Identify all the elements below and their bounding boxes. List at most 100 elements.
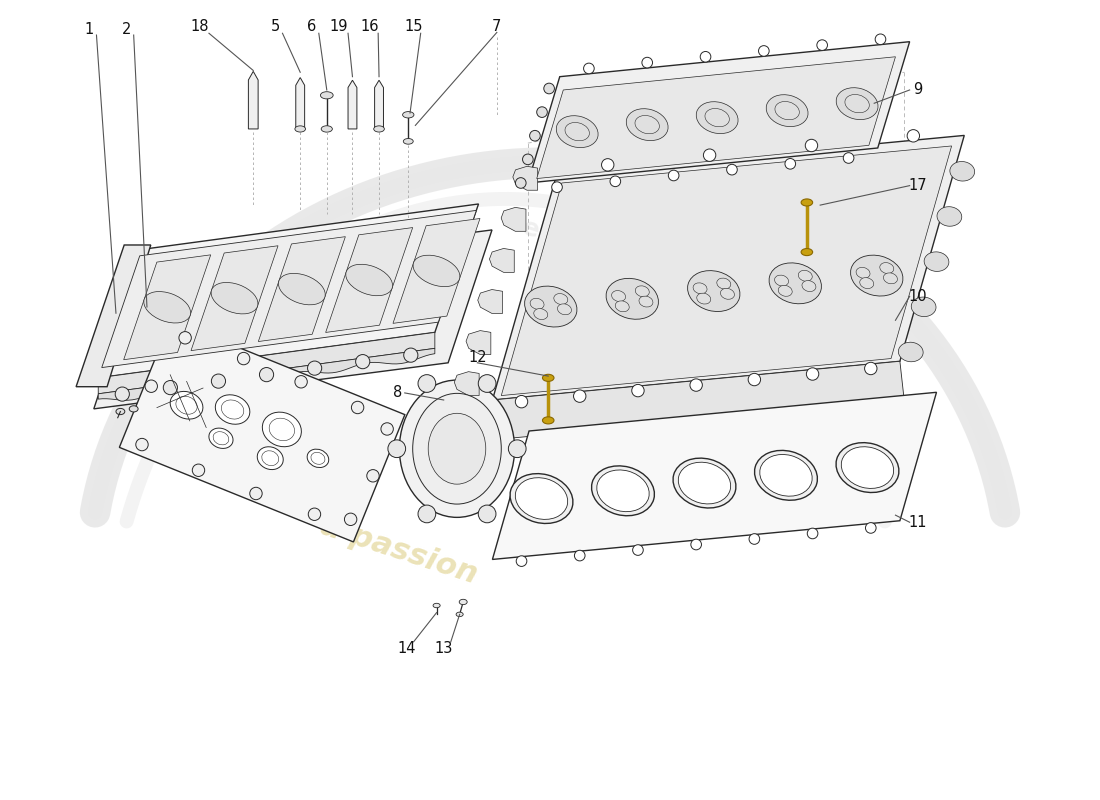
Ellipse shape [767, 94, 808, 126]
Polygon shape [454, 372, 480, 395]
Circle shape [418, 505, 436, 522]
Circle shape [865, 362, 877, 374]
Polygon shape [513, 166, 538, 190]
Circle shape [690, 379, 703, 391]
Ellipse shape [850, 255, 903, 296]
Text: a passion: a passion [317, 511, 482, 590]
Ellipse shape [170, 391, 202, 419]
Ellipse shape [626, 109, 668, 141]
Text: 5: 5 [271, 18, 281, 34]
Ellipse shape [320, 92, 333, 99]
Polygon shape [375, 80, 384, 129]
Ellipse shape [278, 274, 326, 305]
Polygon shape [493, 362, 904, 440]
Circle shape [908, 130, 920, 142]
Polygon shape [98, 348, 435, 400]
Circle shape [610, 176, 620, 186]
Circle shape [250, 487, 262, 500]
Ellipse shape [799, 270, 812, 282]
Circle shape [807, 528, 818, 538]
Ellipse shape [270, 418, 295, 441]
Ellipse shape [459, 599, 468, 605]
Ellipse shape [760, 454, 812, 496]
Polygon shape [466, 330, 491, 354]
Polygon shape [493, 392, 936, 559]
Ellipse shape [774, 275, 789, 286]
Ellipse shape [597, 470, 649, 512]
Circle shape [418, 374, 436, 392]
Text: 8: 8 [393, 386, 403, 401]
Ellipse shape [257, 446, 283, 470]
Circle shape [145, 380, 157, 393]
Circle shape [381, 422, 394, 435]
Circle shape [522, 154, 534, 165]
Ellipse shape [774, 102, 800, 120]
Ellipse shape [688, 270, 740, 311]
Ellipse shape [937, 206, 961, 226]
Polygon shape [493, 135, 965, 400]
Polygon shape [490, 249, 514, 272]
Ellipse shape [950, 162, 975, 181]
Circle shape [388, 440, 406, 458]
Circle shape [355, 354, 370, 369]
Circle shape [351, 402, 364, 414]
Ellipse shape [129, 406, 139, 412]
Ellipse shape [615, 301, 629, 312]
Circle shape [135, 438, 149, 450]
Ellipse shape [311, 452, 324, 464]
Circle shape [529, 130, 540, 141]
Text: 15: 15 [405, 18, 422, 34]
Circle shape [478, 374, 496, 392]
Circle shape [515, 395, 528, 408]
Polygon shape [98, 333, 435, 394]
Text: 9: 9 [913, 82, 922, 98]
Ellipse shape [216, 394, 250, 424]
Ellipse shape [755, 450, 817, 500]
Circle shape [308, 508, 321, 521]
Ellipse shape [262, 412, 301, 446]
Circle shape [344, 513, 356, 526]
Text: 17: 17 [909, 178, 927, 193]
Circle shape [574, 550, 585, 561]
Circle shape [211, 374, 226, 388]
Ellipse shape [404, 138, 414, 144]
Ellipse shape [880, 262, 893, 274]
Polygon shape [76, 245, 151, 386]
Ellipse shape [530, 298, 544, 310]
Polygon shape [249, 71, 258, 129]
Polygon shape [94, 230, 492, 409]
Ellipse shape [456, 612, 463, 617]
Circle shape [179, 331, 191, 344]
Circle shape [806, 368, 818, 380]
Circle shape [584, 63, 594, 74]
Ellipse shape [542, 417, 554, 424]
Circle shape [749, 534, 760, 544]
Ellipse shape [176, 396, 197, 414]
Ellipse shape [557, 116, 598, 147]
Polygon shape [120, 320, 405, 542]
Circle shape [516, 178, 526, 188]
Ellipse shape [842, 446, 893, 489]
Circle shape [404, 348, 418, 362]
Ellipse shape [565, 122, 590, 141]
Polygon shape [258, 237, 345, 342]
Circle shape [691, 539, 702, 550]
Circle shape [295, 375, 307, 388]
Ellipse shape [403, 111, 414, 118]
Ellipse shape [836, 442, 899, 493]
Ellipse shape [673, 458, 736, 508]
Ellipse shape [860, 278, 873, 289]
Ellipse shape [720, 288, 735, 299]
Text: 2: 2 [122, 22, 131, 38]
Circle shape [727, 164, 737, 175]
Polygon shape [98, 204, 478, 378]
Polygon shape [528, 42, 910, 183]
Circle shape [543, 83, 554, 94]
Circle shape [552, 182, 562, 193]
Circle shape [192, 464, 205, 477]
Circle shape [537, 106, 548, 118]
Ellipse shape [534, 309, 548, 319]
Ellipse shape [213, 432, 229, 445]
Ellipse shape [592, 466, 654, 516]
Polygon shape [393, 218, 480, 323]
